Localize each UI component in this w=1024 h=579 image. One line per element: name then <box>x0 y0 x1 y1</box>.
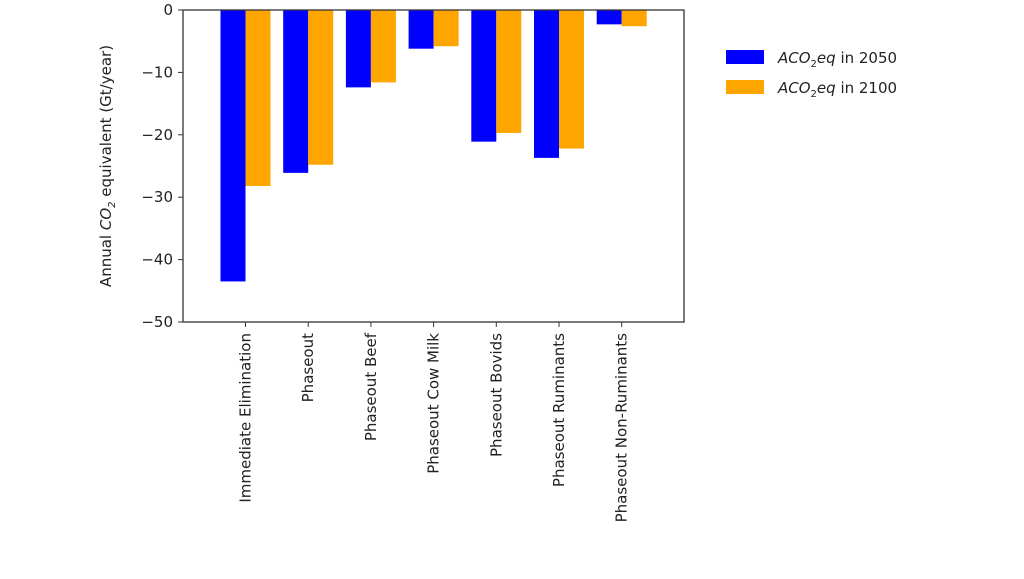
bar-2050-5 <box>534 10 559 158</box>
x-tick-label: Phaseout Bovids <box>487 333 505 457</box>
y-tick-label: −10 <box>141 63 173 81</box>
x-tick-label: Phaseout Beef <box>362 332 380 441</box>
y-tick-label: −30 <box>141 188 173 206</box>
bar-2050-1 <box>283 10 309 173</box>
bar-2100-6 <box>621 10 647 27</box>
x-tick-label: Phaseout <box>299 333 317 402</box>
legend: ACO2eq in 2050 ACO2eq in 2100 <box>726 49 897 100</box>
x-tick-label: Phaseout Cow Milk <box>425 333 443 474</box>
bar-2100-5 <box>559 10 584 149</box>
bar-2050-2 <box>345 10 371 88</box>
bar-2100-2 <box>370 10 396 83</box>
legend-swatch-2100 <box>726 80 764 94</box>
bar-2050-4 <box>471 10 497 142</box>
y-axis: 0 −10 −20 −30 −40 −50 <box>141 1 183 331</box>
legend-label-2100: ACO2eq in 2100 <box>777 79 897 100</box>
legend-swatch-2050 <box>726 50 764 64</box>
legend-label-2050: ACO2eq in 2050 <box>777 49 897 70</box>
y-tick-label: −50 <box>141 313 173 331</box>
bars-group <box>220 10 647 282</box>
x-tick-label: Phaseout Non-Ruminants <box>613 333 631 523</box>
bar-2100-1 <box>308 10 334 165</box>
x-tick-label: Phaseout Ruminants <box>550 333 568 487</box>
y-tick-label: −20 <box>141 126 173 144</box>
bar-2050-0 <box>220 10 246 282</box>
bar-2100-3 <box>433 10 459 47</box>
x-axis: Immediate Elimination Phaseout Phaseout Be… <box>237 322 631 522</box>
x-tick-label: Immediate Elimination <box>237 333 255 503</box>
y-axis-label: Annual CO2 equivalent (Gt/year) <box>97 45 118 287</box>
y-tick-label: −40 <box>141 251 173 269</box>
y-tick-label: 0 <box>163 1 173 19</box>
bar-2050-3 <box>408 10 434 49</box>
bar-2050-6 <box>596 10 622 25</box>
bar-2100-0 <box>245 10 271 186</box>
bar-2100-4 <box>496 10 522 133</box>
